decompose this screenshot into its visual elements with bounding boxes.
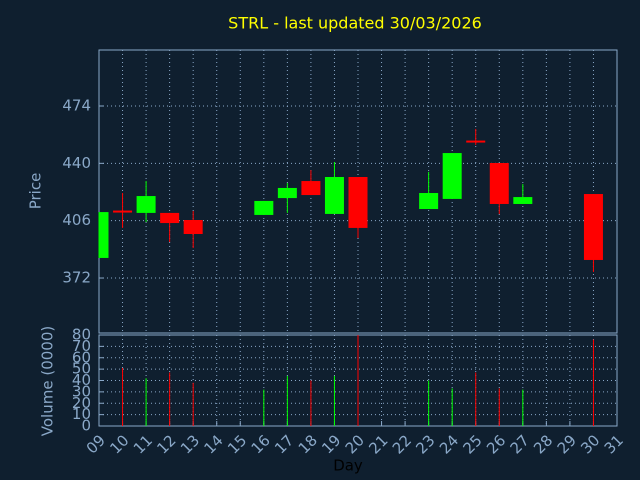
volume-bar	[592, 339, 594, 426]
y-axis-label: Volume (0000)	[39, 326, 57, 436]
candle-body	[442, 153, 462, 199]
x-tick-label: 24	[436, 431, 462, 457]
candle-body	[160, 212, 180, 224]
candle-body	[99, 212, 109, 258]
y-axis-label: Price	[27, 173, 45, 210]
candle-body	[277, 187, 297, 199]
x-tick-label: 28	[530, 431, 556, 457]
candle-body	[254, 200, 274, 215]
y-tick-label: 372	[62, 269, 91, 287]
x-tick-label: 21	[365, 431, 391, 457]
x-axis-label: Day	[333, 457, 363, 475]
x-tick-label: 26	[483, 431, 509, 457]
y-tick-label: 406	[62, 211, 91, 229]
x-tick-label: 20	[342, 431, 368, 457]
volume-bar	[333, 375, 335, 426]
volume-bar	[122, 367, 124, 426]
x-tick-label: 19	[318, 431, 344, 457]
volume-bar	[310, 380, 312, 426]
x-tick-label: 30	[577, 431, 603, 457]
x-tick-label: 17	[271, 431, 297, 457]
volume-bar	[428, 380, 430, 426]
x-tick-label: 22	[389, 431, 415, 457]
volume-bar	[145, 378, 147, 426]
x-tick-label: 18	[295, 431, 321, 457]
y-tick-label: 474	[62, 96, 91, 114]
y-tick-label: 20	[72, 394, 91, 412]
candle-body	[183, 220, 203, 235]
volume-bar	[522, 389, 524, 426]
y-tick-label: 60	[72, 348, 91, 366]
volume-bar	[498, 388, 500, 426]
volume-bar	[286, 375, 288, 426]
candle-body	[466, 140, 486, 143]
y-tick-label: 0	[81, 417, 91, 435]
y-tick-label: 440	[62, 154, 91, 172]
y-tick-label: 50	[72, 360, 91, 378]
x-tick-label: 10	[106, 431, 132, 457]
volume-bar	[475, 372, 477, 426]
y-tick-label: 30	[72, 382, 91, 400]
volume-bar	[357, 335, 359, 426]
x-tick-label: 15	[224, 431, 250, 457]
volume-bar	[451, 388, 453, 426]
x-tick-label: 16	[248, 431, 274, 457]
candle-body	[348, 176, 368, 228]
x-tick-label: 27	[507, 431, 533, 457]
y-tick-label: 70	[72, 337, 91, 355]
volume-bar	[192, 382, 194, 426]
y-tick-label: 10	[72, 405, 91, 423]
candle-body	[513, 197, 533, 204]
y-tick-label: 80	[72, 326, 91, 344]
candle-body	[136, 196, 156, 213]
candle-body	[113, 210, 133, 213]
x-tick-label: 31	[601, 431, 627, 457]
y-tick-label: 40	[72, 371, 91, 389]
x-tick-label: 29	[554, 431, 580, 457]
x-tick-label: 13	[177, 431, 203, 457]
x-tick-label: 25	[460, 431, 486, 457]
chart-title: STRL - last updated 30/03/2026	[228, 14, 482, 33]
candle-body	[583, 194, 603, 260]
candle-body	[301, 181, 321, 196]
x-tick-label: 11	[130, 431, 156, 457]
plot-frame	[98, 49, 618, 334]
volume-bar	[169, 372, 171, 426]
x-tick-label: 14	[201, 431, 227, 457]
x-tick-label: 23	[412, 431, 438, 457]
x-tick-label: 09	[83, 431, 109, 457]
candle-body	[324, 176, 344, 214]
candle-body	[489, 162, 509, 204]
x-tick-label: 12	[153, 431, 179, 457]
volume-bar	[263, 389, 265, 426]
candle-body	[419, 193, 439, 210]
